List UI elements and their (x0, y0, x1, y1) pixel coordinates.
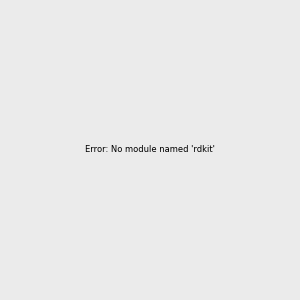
Text: Error: No module named 'rdkit': Error: No module named 'rdkit' (85, 146, 215, 154)
